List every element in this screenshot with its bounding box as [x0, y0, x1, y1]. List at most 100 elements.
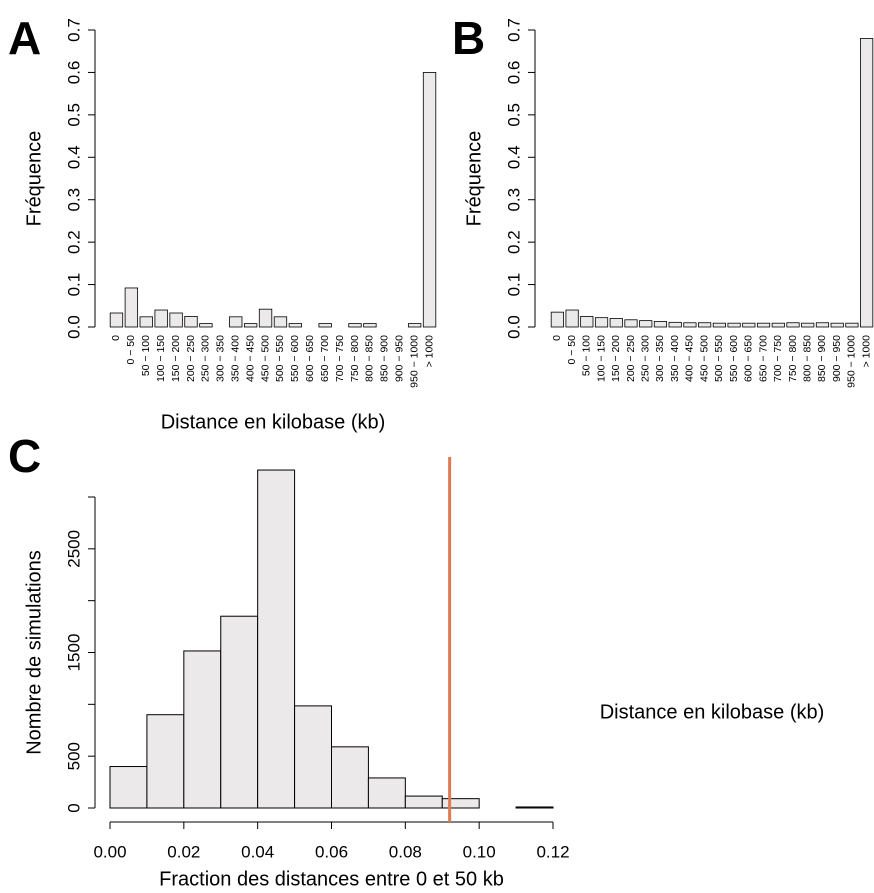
x-tick-label: 400 − 450 [684, 335, 696, 382]
bar [683, 322, 697, 328]
x-tick-label: 200 − 250 [185, 335, 197, 382]
bar [771, 322, 785, 328]
bar [594, 317, 609, 328]
bar [639, 320, 653, 328]
x-tick-label: 600 − 650 [743, 335, 755, 382]
x-tick-label: 650 − 700 [757, 335, 769, 382]
y-tick-label: 0.0 [504, 315, 523, 339]
x-tick-label: 250 − 300 [640, 335, 652, 382]
bar [154, 309, 168, 328]
x-tick-label: > 1000 [860, 335, 872, 368]
bar [742, 322, 756, 328]
y-tick-label: 0.7 [504, 18, 523, 42]
bar [550, 311, 564, 328]
bar [756, 322, 771, 328]
x-tick-label: 650 − 700 [319, 335, 331, 382]
bar [407, 323, 422, 328]
x-tick-label: 850 − 900 [379, 335, 391, 382]
y-tick-label: 0.2 [504, 230, 523, 254]
x-tick-label: 100 − 150 [155, 335, 167, 382]
bar [199, 323, 213, 328]
panel-letter: C [8, 430, 41, 482]
x-tick-label: 900 − 950 [831, 335, 843, 382]
x-tick-label: 950 − 1000 [846, 335, 858, 388]
bar [786, 322, 800, 328]
y-tick-label: 0.5 [504, 103, 523, 127]
bar [698, 322, 712, 328]
x-tick-label: 50 − 100 [581, 335, 593, 376]
y-axis-label: Nombre de simulations [23, 550, 45, 755]
bar [580, 315, 594, 328]
x-tick-label: 100 − 150 [595, 335, 607, 382]
x-axis-label: Distance en kilobase (kb) [600, 701, 825, 723]
bar [273, 316, 288, 328]
bar [258, 308, 273, 328]
y-tick-label: 0.2 [64, 230, 83, 254]
y-tick-label: 0 [64, 803, 83, 812]
bar [624, 319, 638, 328]
bar [404, 795, 443, 809]
x-tick-label: 250 − 300 [200, 335, 212, 382]
y-tick-label: 0.0 [64, 315, 83, 339]
y-tick-label: 0.1 [504, 273, 523, 297]
x-tick-label: 0.10 [463, 842, 496, 861]
y-axis-label: Fréquence [23, 131, 45, 227]
x-tick-label: 0.12 [536, 842, 569, 861]
x-tick-label: 0 − 50 [125, 335, 137, 365]
bar [441, 798, 480, 809]
bar [288, 323, 303, 328]
y-axis-label: Fréquence [463, 131, 485, 227]
bar [609, 318, 623, 328]
x-tick-label: 750 − 800 [787, 335, 799, 382]
y-tick-label: 500 [64, 742, 83, 770]
x-tick-label: 350 − 400 [230, 335, 242, 382]
x-tick-label: 150 − 200 [610, 335, 622, 382]
x-tick-label: 50 − 100 [140, 335, 152, 376]
panel-letter: B [452, 12, 485, 64]
bar [712, 322, 726, 328]
x-tick-label: 850 − 900 [816, 335, 828, 382]
bar [183, 650, 222, 809]
bar [243, 323, 258, 328]
x-tick-label: 0.08 [389, 842, 422, 861]
bar [139, 316, 153, 328]
x-tick-label: > 1000 [423, 335, 435, 368]
y-tick-label: 0.5 [64, 103, 83, 127]
x-tick-label: 800 − 850 [802, 335, 814, 382]
bar [348, 323, 362, 328]
bar [184, 315, 198, 328]
y-tick-label: 0.1 [64, 273, 83, 297]
x-tick-label: 350 − 400 [669, 335, 681, 382]
y-tick-label: 2500 [64, 530, 83, 568]
bar [801, 322, 815, 328]
x-tick-label: 900 − 950 [394, 335, 406, 382]
bar [109, 766, 148, 809]
x-tick-label: 700 − 750 [772, 335, 784, 382]
x-tick-label: 200 − 250 [625, 335, 637, 382]
bar [653, 321, 668, 328]
x-tick-label: 0 − 50 [566, 335, 578, 365]
bar [220, 615, 259, 809]
x-tick-label: 500 − 550 [274, 335, 286, 382]
x-tick-label: 800 − 850 [364, 335, 376, 382]
bar [845, 322, 859, 328]
bar [331, 746, 369, 809]
x-tick-label: 750 − 800 [349, 335, 361, 382]
x-tick-label: 500 − 550 [713, 335, 725, 382]
x-axis-label: Distance en kilobase (kb) [161, 411, 386, 433]
x-tick-label: 550 − 600 [289, 335, 301, 382]
y-tick-label: 0.3 [504, 188, 523, 212]
bar [146, 714, 185, 809]
x-axis-label: Fraction des distances entre 0 et 50 kb [159, 868, 504, 890]
bar [363, 323, 377, 328]
x-tick-label: 0.00 [93, 842, 126, 861]
x-tick-label: 450 − 500 [698, 335, 710, 382]
bar [109, 312, 124, 328]
bar [565, 309, 579, 328]
bar [229, 316, 243, 328]
bar [422, 72, 437, 328]
bar [727, 322, 741, 328]
x-tick-label: 150 − 200 [170, 335, 182, 382]
x-tick-label: 0.04 [241, 842, 274, 861]
